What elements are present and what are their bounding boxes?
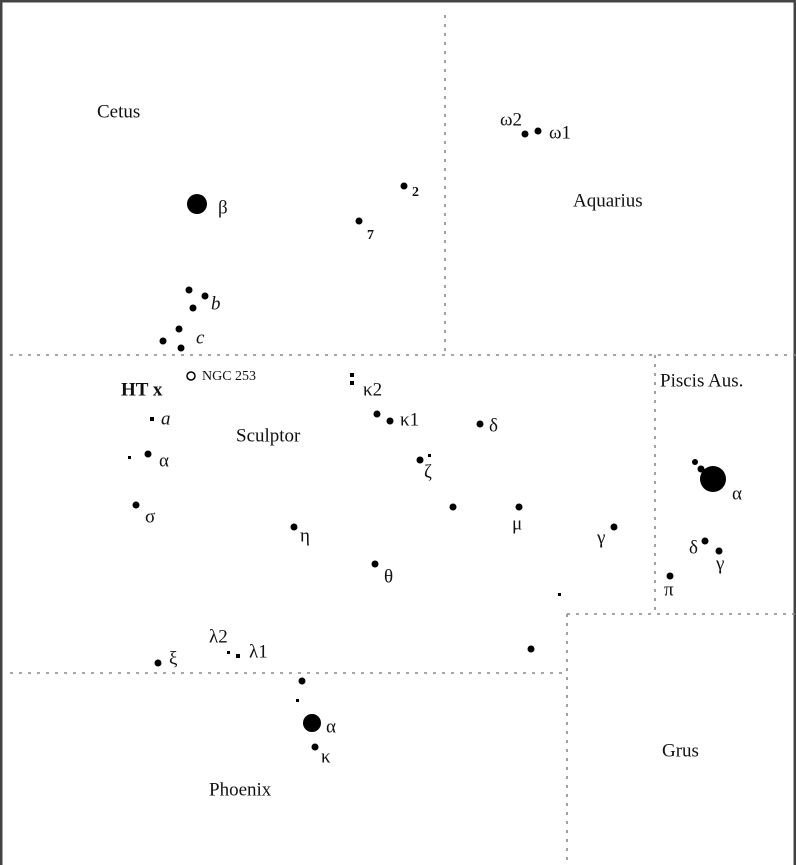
- star: [350, 373, 354, 377]
- star: [449, 503, 457, 511]
- star: [177, 344, 185, 352]
- star: [290, 523, 298, 531]
- star: [666, 572, 674, 580]
- object-label: NGC 253: [202, 369, 256, 384]
- boundaries: [10, 15, 796, 865]
- star: [610, 523, 618, 531]
- star-label: α: [326, 716, 336, 737]
- star: [154, 659, 162, 667]
- star-label: 2: [412, 185, 419, 200]
- star-label: a: [161, 408, 171, 429]
- star-label: β: [218, 197, 228, 218]
- region-labels: Cetus Aquarius Sculptor Piscis Aus. Phoe…: [97, 101, 743, 800]
- star-label: λ1: [249, 641, 268, 662]
- star: [700, 466, 726, 492]
- star-label: κ2: [363, 379, 382, 400]
- star: [428, 454, 431, 457]
- star: [558, 593, 561, 596]
- star: [185, 286, 193, 294]
- star: [201, 292, 209, 300]
- star-label: ζ: [424, 461, 432, 482]
- star: [298, 677, 306, 685]
- region-label: Phoenix: [209, 779, 272, 800]
- star: [189, 304, 197, 312]
- star: [515, 503, 523, 511]
- star: [303, 714, 321, 732]
- star: [132, 501, 140, 509]
- star: [296, 699, 299, 702]
- star: [701, 537, 709, 545]
- star: [144, 450, 152, 458]
- star: [159, 337, 167, 345]
- object-label: HT x: [121, 379, 163, 400]
- star-label: κ1: [400, 409, 419, 430]
- star-label: ω2: [500, 109, 522, 130]
- star-label: γ: [715, 553, 724, 574]
- star-label: δ: [689, 537, 698, 558]
- star: [521, 130, 529, 138]
- star-label: π: [664, 579, 674, 600]
- star-label: δ: [489, 415, 498, 436]
- star-label: σ: [145, 506, 155, 527]
- star-label: η: [300, 525, 310, 546]
- region-label: Piscis Aus.: [660, 370, 743, 391]
- star: [386, 417, 394, 425]
- star-label: μ: [512, 513, 522, 534]
- region-label: Cetus: [97, 101, 140, 122]
- star: [692, 459, 698, 465]
- star: [400, 182, 408, 190]
- object-labels: HT x NGC 253: [121, 369, 256, 400]
- star-label: λ2: [209, 626, 228, 647]
- star-label: ω1: [549, 122, 571, 143]
- star: [187, 194, 207, 214]
- star-label: ξ: [169, 648, 178, 669]
- star: [534, 127, 542, 135]
- star-label: α: [159, 450, 169, 471]
- star-label: γ: [596, 527, 605, 548]
- stars: [128, 127, 726, 751]
- star: [150, 417, 154, 421]
- star: [350, 381, 354, 385]
- star-label: b: [211, 293, 221, 314]
- star: [697, 465, 705, 473]
- star: [227, 651, 230, 654]
- star-label: α: [732, 483, 742, 504]
- star: [476, 420, 484, 428]
- star-label: θ: [384, 566, 393, 587]
- region-label: Sculptor: [236, 425, 301, 446]
- star: [128, 456, 131, 459]
- star-label: 7: [367, 228, 374, 243]
- star: [416, 456, 424, 464]
- star: [355, 217, 363, 225]
- star: [175, 325, 183, 333]
- star: [715, 547, 723, 555]
- star: [371, 560, 379, 568]
- star-label: c: [196, 327, 205, 348]
- star-labels: ω2 ω1 2 7 β b c a α σ κ2 κ1 δ ζ μ γ η θ …: [145, 109, 742, 767]
- star-label: κ: [321, 746, 331, 767]
- region-label: Grus: [662, 740, 699, 761]
- star: [236, 654, 240, 658]
- region-label: Aquarius: [573, 190, 643, 211]
- star: [527, 645, 535, 653]
- galaxy: [186, 371, 196, 381]
- star: [373, 410, 381, 418]
- star: [311, 743, 319, 751]
